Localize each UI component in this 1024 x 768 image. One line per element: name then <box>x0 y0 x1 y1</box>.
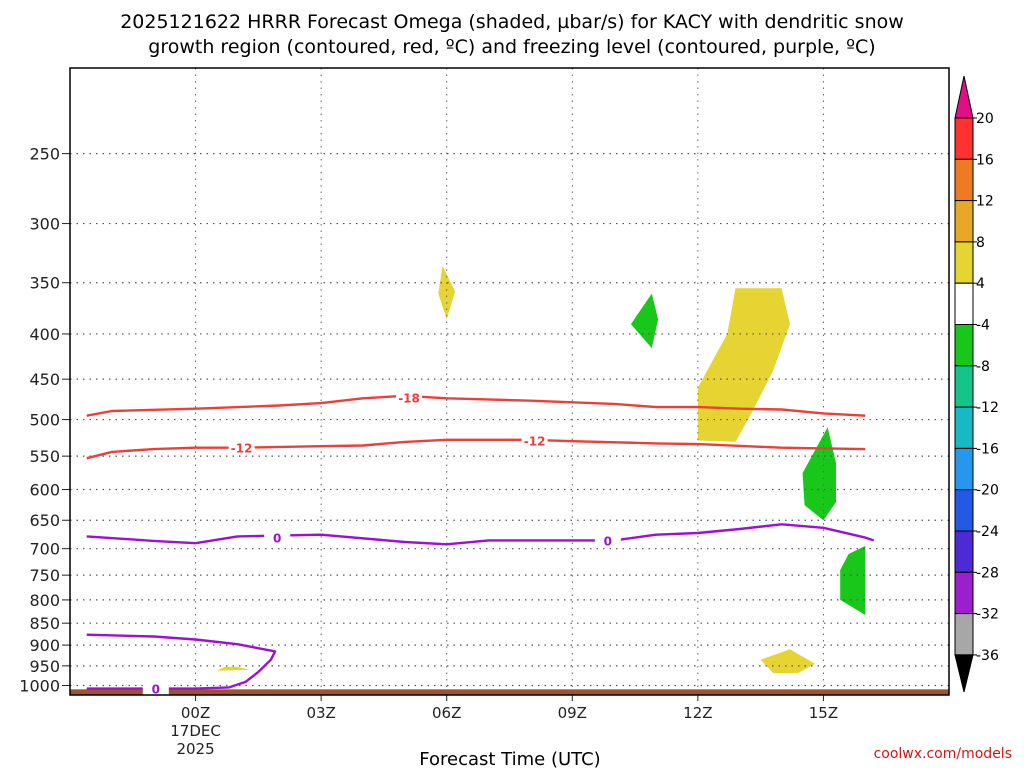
omega-area-6 <box>760 649 816 673</box>
y-tick-label: 350 <box>29 274 60 293</box>
y-tick-label: 600 <box>29 481 60 500</box>
x-axis-label: Forecast Time (UTC) <box>419 749 600 768</box>
y-tick-label: 950 <box>29 657 60 676</box>
x-date-label: 17DEC <box>170 722 221 740</box>
contour-label-bg <box>396 390 423 405</box>
contour-label: -12 <box>524 434 546 448</box>
colorbar-label: -20 <box>976 483 999 499</box>
contour-label-bg <box>228 440 255 455</box>
contour-2 <box>86 523 875 546</box>
contour-label: -12 <box>231 442 253 456</box>
colorbar-label: 12 <box>976 194 994 210</box>
omega-area-4 <box>840 545 866 615</box>
colorbar-label: -4 <box>976 318 990 334</box>
colorbar-swatch <box>954 282 974 326</box>
y-tick-label: 900 <box>29 636 60 655</box>
colorbar: 20 16 12 8 4 -4 -8 -12 -16 -20 -24 -28 -32 -36 <box>954 75 999 693</box>
colorbar-label: -12 <box>976 400 999 416</box>
omega-area-3 <box>802 427 836 521</box>
ground-strip <box>70 689 949 695</box>
y-tick-label: 500 <box>29 411 60 430</box>
omega-area-0 <box>438 265 456 320</box>
y-tick-label: 300 <box>29 215 60 234</box>
colorbar-label: 8 <box>976 235 985 251</box>
x-tick-label: 03Z <box>306 704 335 722</box>
colorbar-label: -36 <box>976 648 999 664</box>
colorbar-swatch <box>954 530 974 573</box>
contour-label: 0 <box>152 683 160 697</box>
contour-label-bg <box>264 530 291 545</box>
colorbar-swatch <box>954 613 974 656</box>
omega-area-1 <box>630 293 659 349</box>
colorbar-bottom-triangle <box>954 654 974 693</box>
colorbar-swatch <box>954 365 974 408</box>
colorbar-swatch <box>954 241 974 284</box>
colorbar-swatch <box>954 200 974 243</box>
contour-label-bg <box>594 533 621 548</box>
x-year-label: 2025 <box>176 740 214 758</box>
chart-title-line2: growth region (contoured, red, ºC) and f… <box>148 36 875 58</box>
plot-area: 250 300 350 400 450 500 550 600 650 700 750 800 850 9… <box>19 67 950 758</box>
y-tick-label: 650 <box>29 511 60 530</box>
y-tick-label: 800 <box>29 591 60 610</box>
y-tick-label: 1000 <box>19 677 60 696</box>
omega-area-2 <box>697 288 790 442</box>
colorbar-swatch <box>954 571 974 615</box>
colorbar-swatch <box>954 489 974 532</box>
y-tick-label: 700 <box>29 540 60 559</box>
contour-label-bg <box>521 433 548 448</box>
colorbar-label: -16 <box>976 441 999 457</box>
y-tick-label: 250 <box>29 145 60 164</box>
colorbar-label: -28 <box>976 565 999 581</box>
colorbar-top-triangle <box>954 75 974 119</box>
colorbar-swatch <box>954 447 974 491</box>
colorbar-label: -32 <box>976 607 999 623</box>
colorbar-swatch <box>954 406 974 449</box>
x-tick-label: 09Z <box>558 704 587 722</box>
contour-1 <box>86 438 866 460</box>
chart-title-line1: 2025121622 HRRR Forecast Omega (shaded, … <box>120 11 904 33</box>
omega-area-5 <box>216 666 250 671</box>
colorbar-label: 20 <box>976 111 994 127</box>
colorbar-swatch <box>954 117 974 160</box>
y-tick-label: 850 <box>29 614 60 633</box>
contour-label: -18 <box>398 391 420 405</box>
colorbar-swatch <box>954 158 974 202</box>
y-tick-label: 450 <box>29 370 60 389</box>
plot-frame <box>69 67 950 696</box>
x-tick-label: 06Z <box>432 704 461 722</box>
contour-3 <box>86 633 277 690</box>
x-tick-label: 00Z <box>181 704 210 722</box>
contour-label-bg <box>142 681 169 696</box>
x-tick-label: 15Z <box>809 704 838 722</box>
colorbar-label: 16 <box>976 152 994 168</box>
colorbar-label: 4 <box>976 276 985 292</box>
y-tick-label: 400 <box>29 325 60 344</box>
y-tick-label: 550 <box>29 447 60 466</box>
contour-label: 0 <box>604 534 612 548</box>
contour-0 <box>86 394 866 417</box>
y-tick-label: 750 <box>29 566 60 585</box>
x-tick-label: 12Z <box>683 704 712 722</box>
colorbar-label: -24 <box>976 524 999 540</box>
colorbar-swatch <box>954 324 974 367</box>
credit-text: coolwx.com/models <box>874 746 1012 762</box>
contour-label: 0 <box>273 532 281 546</box>
colorbar-label: -8 <box>976 359 990 375</box>
